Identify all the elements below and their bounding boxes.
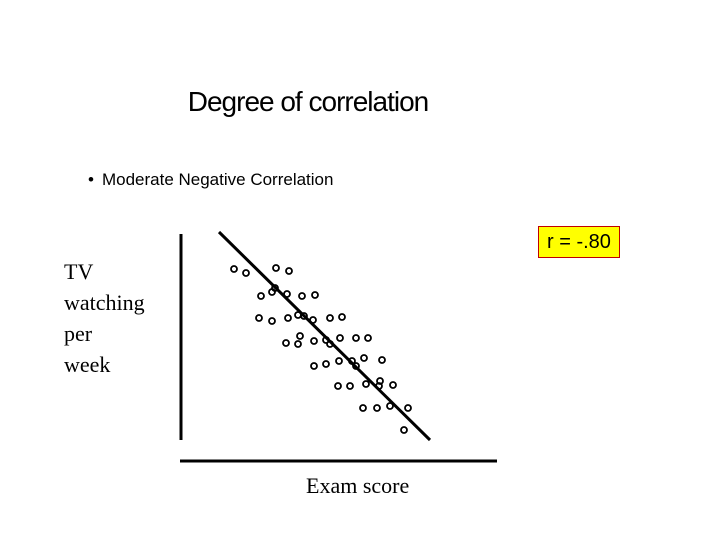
scatter-point <box>400 426 408 434</box>
scatter-point <box>389 381 397 389</box>
scatter-point <box>322 360 330 368</box>
scatter-point <box>373 404 381 412</box>
scatter-point <box>352 334 360 342</box>
scatter-point <box>255 314 263 322</box>
scatter-point <box>360 354 368 362</box>
scatter-point <box>322 336 330 344</box>
scatter-point <box>257 292 265 300</box>
scatter-point <box>336 334 344 342</box>
bullet-text: Moderate Negative Correlation <box>101 170 334 189</box>
scatter-point <box>310 337 318 345</box>
scatter-point <box>378 356 386 364</box>
scatter-point <box>334 382 342 390</box>
correlation-coefficient-badge: r = -.80 <box>538 226 620 258</box>
scatter-point <box>272 264 280 272</box>
scatter-point <box>404 404 412 412</box>
scatter-point <box>283 290 291 298</box>
scatter-point <box>346 382 354 390</box>
scatter-point <box>376 377 384 385</box>
scatter-point <box>271 284 279 292</box>
data-points <box>230 264 412 434</box>
scatter-point <box>326 340 334 348</box>
scatter-point <box>282 339 290 347</box>
scatter-point <box>352 362 360 370</box>
scatter-point <box>364 334 372 342</box>
scatter-point <box>359 404 367 412</box>
scatter-point <box>268 317 276 325</box>
scatter-point <box>348 357 356 365</box>
scatter-point <box>284 314 292 322</box>
scatter-point <box>338 313 346 321</box>
bullet-item: • Moderate Negative Correlation <box>88 170 333 190</box>
scatter-point <box>386 402 394 410</box>
scatter-point <box>326 314 334 322</box>
x-axis-label: Exam score <box>306 473 410 498</box>
scatter-point <box>296 332 304 340</box>
trend-line <box>217 230 432 442</box>
bullet-dot-icon: • <box>88 170 94 189</box>
scatter-point <box>298 292 306 300</box>
slide-title: Degree of correlation <box>187 86 429 117</box>
scatter-point <box>294 311 302 319</box>
scatter-point <box>311 291 319 299</box>
scatter-point <box>310 362 318 370</box>
scatter-point <box>300 312 308 320</box>
scatter-point <box>230 265 238 273</box>
scatter-point <box>285 267 293 275</box>
y-axis-label: TV watching per week <box>64 259 145 377</box>
scatter-point <box>309 316 317 324</box>
scatter-point <box>362 380 370 388</box>
scatter-point <box>335 357 343 365</box>
scatter-point <box>242 269 250 277</box>
scatter-point <box>294 340 302 348</box>
